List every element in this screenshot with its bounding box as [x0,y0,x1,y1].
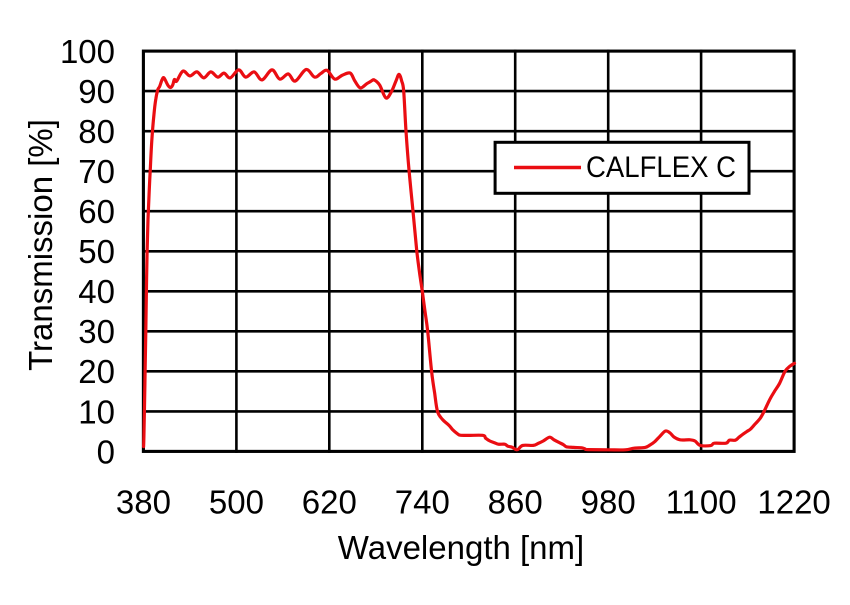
svg-text:Wavelength [nm]: Wavelength [nm] [338,529,584,566]
svg-text:740: 740 [395,484,450,521]
svg-text:80: 80 [78,113,115,150]
svg-text:380: 380 [116,484,171,521]
svg-text:0: 0 [97,433,115,470]
svg-text:500: 500 [209,484,264,521]
svg-text:10: 10 [78,393,115,430]
svg-text:1220: 1220 [757,484,830,521]
svg-text:620: 620 [302,484,357,521]
svg-text:100: 100 [60,33,115,70]
svg-text:50: 50 [78,233,115,270]
svg-text:860: 860 [488,484,543,521]
svg-text:980: 980 [581,484,636,521]
svg-text:60: 60 [78,193,115,230]
svg-text:1100: 1100 [666,484,737,521]
svg-text:40: 40 [78,273,115,310]
svg-text:20: 20 [78,353,115,390]
svg-text:90: 90 [78,73,115,110]
svg-text:CALFLEX C: CALFLEX C [586,151,736,184]
svg-text:30: 30 [78,313,115,350]
svg-text:Transmission [%]: Transmission [%] [22,119,59,371]
svg-text:70: 70 [78,153,115,190]
